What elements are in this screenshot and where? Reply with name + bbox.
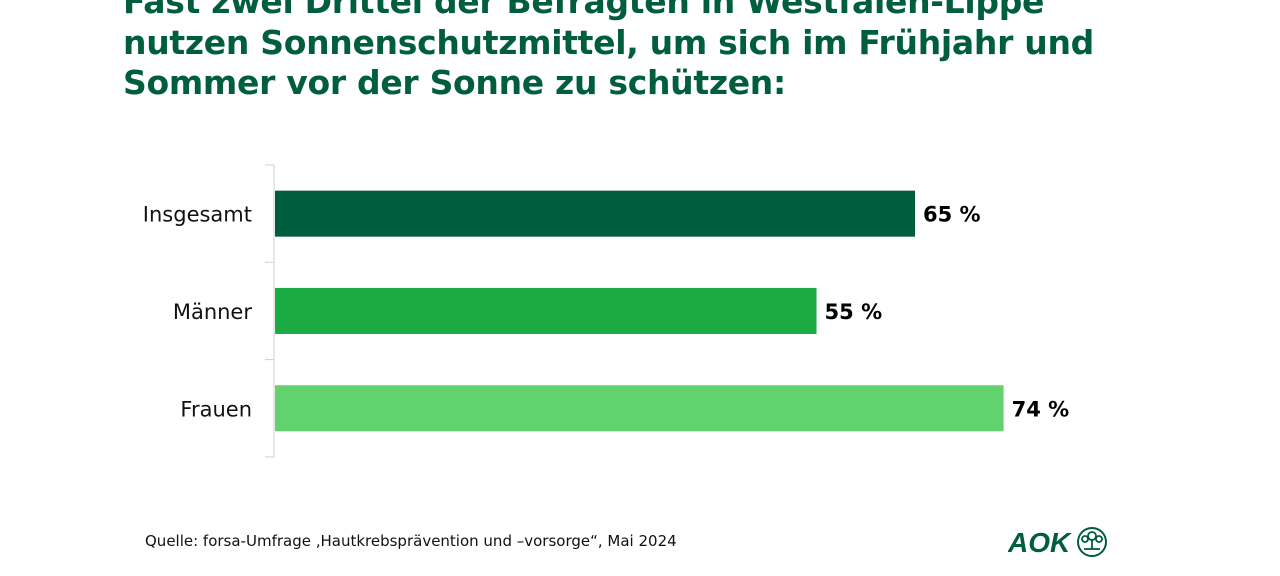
category-label: Frauen: [180, 397, 252, 421]
value-label: 65 %: [923, 203, 981, 227]
category-label: Insgesamt: [143, 203, 252, 227]
bar-frauen: [275, 385, 1004, 432]
category-label: Männer: [173, 300, 253, 324]
svg-text:AOK: AOK: [1008, 527, 1072, 558]
bar-männer: [275, 287, 817, 334]
value-label: 55 %: [825, 300, 883, 324]
bar-insgesamt: [275, 190, 915, 237]
source-note: Quelle: forsa-Umfrage ‚Hautkrebspräventi…: [145, 532, 677, 550]
bar-chart: Insgesamt 65 % Männer 55 % Frauen 74 %: [143, 164, 1070, 458]
chart-title: Fast zwei Drittel der Befragten in Westf…: [123, 0, 1094, 102]
value-label: 74 %: [1012, 397, 1070, 421]
aok-logo: AOK: [1008, 527, 1107, 558]
